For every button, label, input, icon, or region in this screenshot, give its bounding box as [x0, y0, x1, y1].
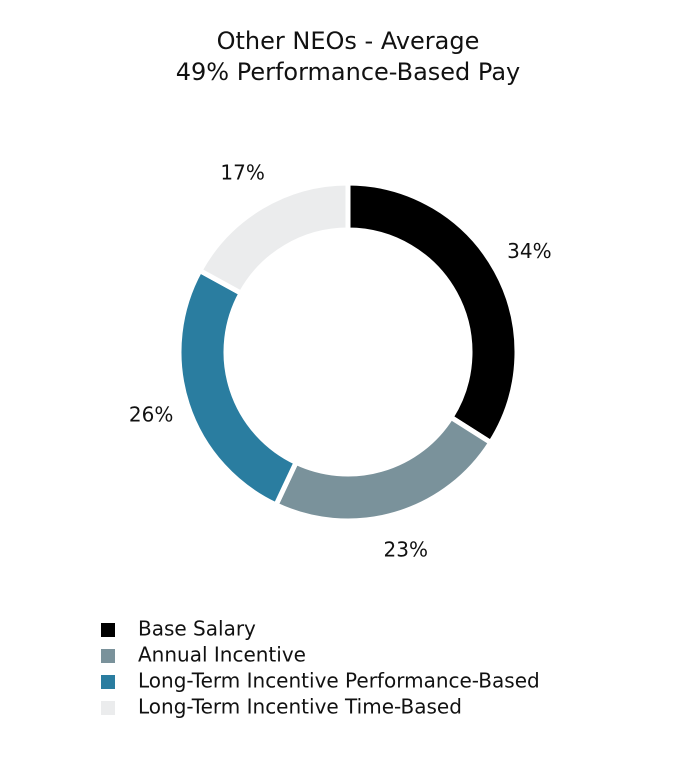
chart-title: Other NEOs - Average: [217, 27, 480, 55]
chart-subtitle: 49% Performance-Based Pay: [176, 58, 520, 86]
data-label: 34%: [507, 239, 551, 263]
legend-swatch: [101, 701, 115, 715]
legend-swatch: [101, 623, 115, 637]
donut-segment: [345, 180, 520, 447]
legend-label: Long-Term Incentive Time-Based: [138, 695, 462, 719]
legend-label: Base Salary: [138, 617, 256, 641]
data-label: 26%: [129, 402, 173, 426]
donut-segment: [176, 267, 300, 509]
donut-segment: [196, 180, 351, 297]
legend-label: Long-Term Incentive Performance-Based: [138, 669, 540, 693]
legend-label: Annual Incentive: [138, 643, 306, 667]
data-label: 23%: [384, 537, 428, 561]
data-label: 17%: [220, 160, 264, 184]
legend-swatch: [101, 675, 115, 689]
donut-segment: [272, 413, 495, 524]
legend-swatch: [101, 649, 115, 663]
